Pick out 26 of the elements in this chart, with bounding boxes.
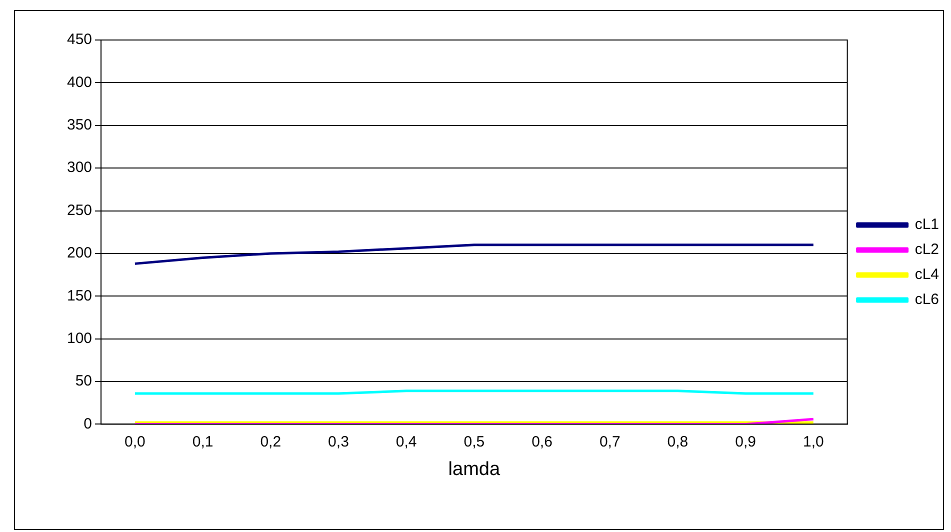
y-tick-label: 50 xyxy=(75,372,92,390)
x-axis-title: lamda xyxy=(448,458,500,480)
x-tick-label: 0,4 xyxy=(396,433,417,450)
y-tick-label: 250 xyxy=(66,202,92,219)
legend-label: cL2 xyxy=(914,241,940,258)
x-tick-label: 0,0 xyxy=(124,433,146,450)
y-tick-label: 100 xyxy=(66,330,92,347)
y-tick-label: 0 xyxy=(84,415,92,432)
y-tick-label: 300 xyxy=(66,159,92,176)
y-tick-label: 200 xyxy=(66,244,92,262)
x-tick-label: 0,3 xyxy=(328,433,349,450)
x-tick-label: 0,7 xyxy=(599,433,620,450)
y-tick-label: 400 xyxy=(66,74,92,91)
legend-label: cL4 xyxy=(914,266,940,284)
x-tick-label: 0,2 xyxy=(260,433,282,450)
x-tick-label: 1,0 xyxy=(802,433,824,450)
x-tick-label: 0,1 xyxy=(192,433,214,450)
x-tick-label: 0,5 xyxy=(464,433,485,450)
x-tick-label: 0,6 xyxy=(532,433,552,450)
legend-label: cL6 xyxy=(914,291,940,308)
y-tick-label: 150 xyxy=(66,287,92,304)
legend-label: cL1 xyxy=(914,216,940,234)
x-tick-label: 0,8 xyxy=(667,433,688,450)
y-tick-label: 350 xyxy=(66,116,92,134)
x-tick-label: 0,9 xyxy=(735,433,756,450)
y-tick-label: 450 xyxy=(66,31,92,48)
